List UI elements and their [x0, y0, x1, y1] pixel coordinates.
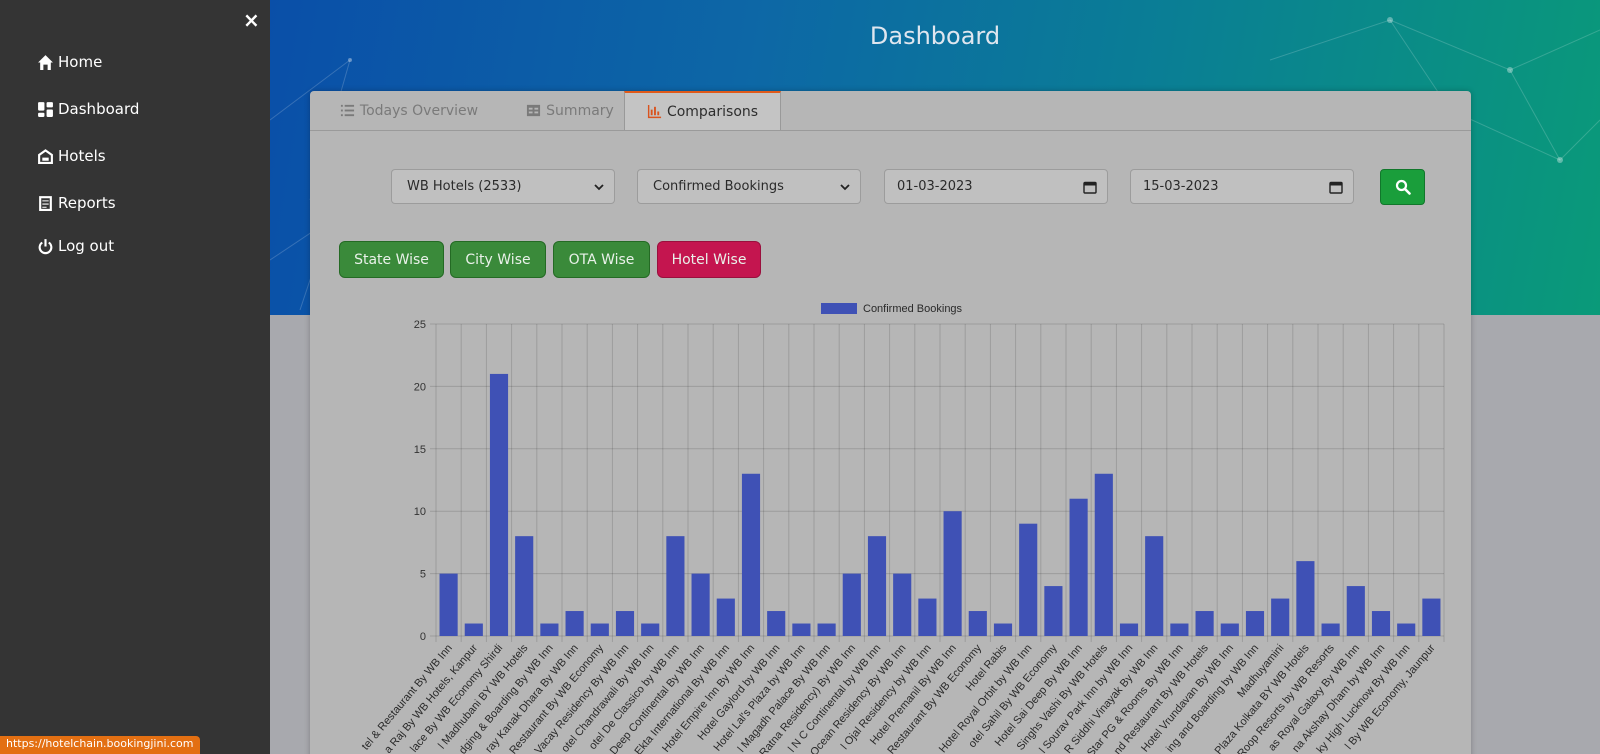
calendar-icon[interactable] — [1083, 180, 1097, 194]
bar[interactable] — [817, 623, 836, 636]
sidebar: × Home Dashboard Hotels Reports Log out — [0, 0, 270, 754]
bar[interactable] — [590, 623, 609, 636]
chevron-down-icon — [840, 183, 850, 190]
table-icon — [527, 104, 541, 117]
sidebar-item-label: Reports — [58, 194, 116, 212]
dashboard-icon — [38, 101, 53, 117]
date-from-value: 01-03-2023 — [897, 179, 973, 194]
bar[interactable] — [1296, 561, 1315, 636]
date-from-input[interactable]: 01-03-2023 — [884, 169, 1108, 204]
tab-label: Summary — [546, 102, 614, 119]
bar[interactable] — [1346, 586, 1365, 636]
bar[interactable] — [1245, 611, 1265, 636]
bar[interactable] — [1094, 473, 1113, 636]
bar[interactable] — [1145, 536, 1164, 636]
hotel-icon — [38, 148, 53, 164]
bar[interactable] — [867, 536, 887, 636]
state-wise-button[interactable]: State Wise — [339, 241, 444, 278]
bar[interactable] — [741, 473, 761, 636]
page-title: Dashboard — [869, 22, 1001, 50]
city-wise-button[interactable]: City Wise — [450, 241, 546, 278]
chevron-down-icon — [594, 183, 604, 190]
bar[interactable] — [792, 623, 811, 636]
bar[interactable] — [716, 598, 735, 636]
bar[interactable] — [1119, 623, 1139, 636]
bar[interactable] — [439, 573, 458, 636]
search-icon — [1395, 179, 1411, 195]
bar[interactable] — [1220, 623, 1239, 636]
bar[interactable] — [968, 611, 987, 636]
bar[interactable] — [615, 611, 635, 636]
tab-summary[interactable]: Summary — [510, 91, 630, 130]
sidebar-item-reports[interactable]: Reports — [37, 194, 116, 212]
bar[interactable] — [1044, 586, 1063, 636]
close-sidebar-icon[interactable]: × — [243, 8, 260, 32]
metric-select[interactable]: Confirmed Bookings — [637, 169, 861, 204]
sidebar-item-home[interactable]: Home — [37, 53, 102, 71]
calendar-icon[interactable] — [1329, 180, 1343, 194]
sidebar-item-label: Hotels — [58, 147, 106, 165]
y-tick-label: 25 — [414, 319, 426, 331]
bar[interactable] — [943, 511, 962, 636]
bar[interactable] — [1422, 598, 1441, 636]
sidebar-item-label: Home — [58, 53, 103, 71]
y-tick-label: 15 — [414, 444, 426, 456]
bar[interactable] — [767, 611, 786, 636]
tab-divider — [310, 130, 1471, 131]
y-tick-label: 5 — [420, 569, 426, 581]
y-tick-label: 0 — [420, 631, 426, 643]
bar[interactable] — [1397, 623, 1416, 636]
bar[interactable] — [666, 536, 685, 636]
date-to-input[interactable]: 15-03-2023 — [1130, 169, 1354, 204]
search-button[interactable] — [1380, 169, 1425, 205]
bar[interactable] — [691, 573, 710, 636]
hotel-group-select[interactable]: WB Hotels (2533) — [391, 169, 615, 204]
report-icon — [39, 195, 52, 211]
sidebar-item-dashboard[interactable]: Dashboard — [37, 100, 139, 118]
bar[interactable] — [565, 611, 584, 636]
hotel-group-value: WB Hotels (2533) — [407, 179, 522, 194]
y-tick-label: 10 — [414, 506, 426, 518]
bar-chart-icon — [647, 104, 661, 119]
status-bar-url: https://hotelchain.bookingjini.com — [0, 736, 200, 754]
bar[interactable] — [1271, 598, 1290, 636]
tab-todays-overview[interactable]: Todays Overview — [334, 91, 484, 130]
power-icon — [38, 238, 53, 254]
hotel-wise-button[interactable]: Hotel Wise — [657, 241, 761, 278]
bar[interactable] — [993, 623, 1013, 636]
bar[interactable] — [893, 573, 912, 636]
bar[interactable] — [1019, 523, 1038, 636]
bar[interactable] — [540, 623, 559, 636]
bar[interactable] — [515, 536, 534, 636]
bar[interactable] — [1069, 498, 1088, 636]
home-icon — [38, 54, 53, 70]
list-icon — [340, 104, 354, 117]
sidebar-item-hotels[interactable]: Hotels — [37, 147, 106, 165]
bar[interactable] — [464, 623, 483, 636]
bar[interactable] — [489, 373, 509, 636]
sidebar-item-label: Log out — [58, 237, 115, 255]
bar[interactable] — [1170, 623, 1189, 636]
bar[interactable] — [641, 623, 660, 636]
tab-label: Todays Overview — [359, 102, 479, 119]
legend-swatch — [821, 303, 857, 314]
y-tick-label: 20 — [414, 381, 426, 393]
chart-legend: Confirmed Bookings — [821, 303, 963, 315]
sidebar-item-label: Dashboard — [58, 100, 140, 118]
bar[interactable] — [1321, 623, 1340, 636]
sidebar-item-logout[interactable]: Log out — [37, 237, 114, 255]
bar[interactable] — [842, 573, 861, 636]
metric-value: Confirmed Bookings — [653, 179, 784, 194]
tab-label: Comparisons — [666, 103, 759, 120]
ota-wise-button[interactable]: OTA Wise — [553, 241, 650, 278]
date-to-value: 15-03-2023 — [1143, 179, 1219, 194]
bar[interactable] — [1195, 611, 1214, 636]
bar[interactable] — [918, 598, 937, 636]
bar[interactable] — [1371, 611, 1391, 636]
tab-comparisons[interactable]: Comparisons — [624, 91, 781, 130]
legend-label: Confirmed Bookings — [863, 303, 963, 315]
